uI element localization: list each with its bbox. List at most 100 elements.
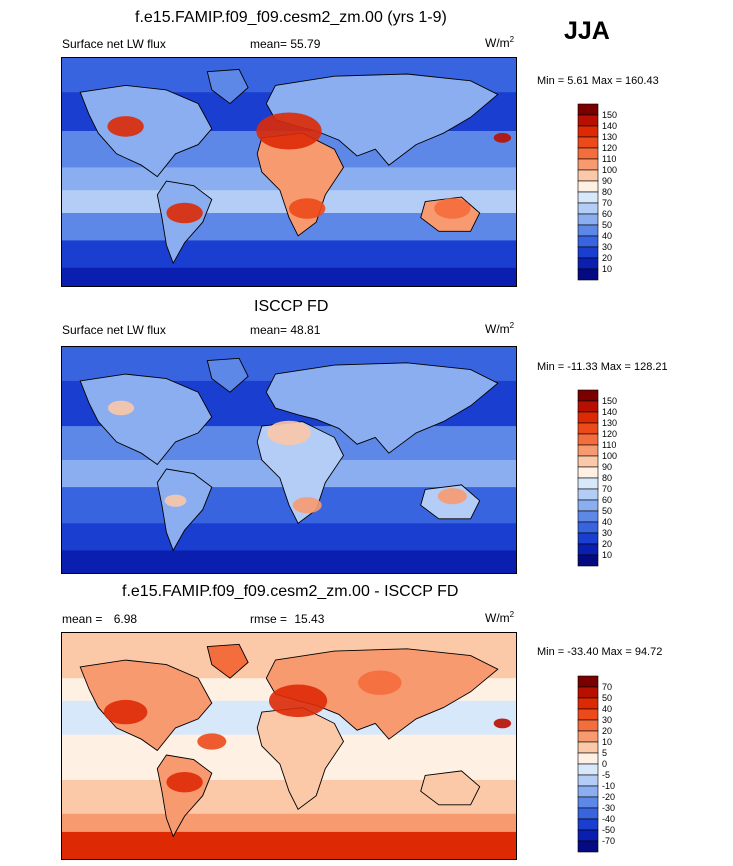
map-field-spot [166, 202, 203, 224]
colorbar-swatch [577, 235, 599, 248]
continent-outline [79, 84, 213, 178]
colorbar-swatch [577, 444, 599, 457]
colorbar-label: 0 [602, 759, 607, 769]
colorbar-label: 10 [602, 264, 612, 274]
colorbar-swatch [577, 796, 599, 809]
colorbar-swatch [577, 554, 599, 567]
colorbar-swatch [577, 466, 599, 479]
map-field-spot [197, 733, 227, 750]
colorbar-label: 100 [602, 165, 617, 175]
colorbar-swatch [577, 433, 599, 446]
colorbar-label: 5 [602, 748, 607, 758]
map-field-spot [107, 400, 135, 416]
map-field-spot [269, 684, 328, 718]
continent-outline [79, 373, 213, 466]
colorbar-label: 50 [602, 506, 612, 516]
panel3-mean-label: mean = [62, 612, 103, 626]
colorbar-swatch [577, 752, 599, 765]
map-field-spot [358, 670, 402, 695]
colorbar-swatch [577, 785, 599, 798]
panel2-units: W/m2 [485, 321, 515, 336]
continent-outline [420, 770, 481, 806]
colorbar-label: 90 [602, 176, 612, 186]
panel2-mean: mean= 48.81 [250, 323, 320, 337]
map-field-spot [164, 494, 187, 507]
panel1-mean-label: mean= [250, 37, 288, 51]
panel1-variable: Surface net LW flux [62, 37, 166, 51]
colorbar-swatch [577, 422, 599, 435]
map-field-spot [166, 772, 203, 793]
colorbar-label: 70 [602, 484, 612, 494]
panel1-mean: mean= 55.79 [250, 37, 320, 51]
panel2-mean-value: 48.81 [290, 323, 321, 337]
season-label: JJA [564, 17, 610, 45]
colorbar-label: 40 [602, 704, 612, 714]
colorbar-swatch [577, 686, 599, 699]
panel2-mean-label: mean= [250, 323, 288, 337]
colorbar-swatch [577, 114, 599, 127]
map-field-spot [292, 497, 322, 514]
panel3-mean: mean = 6.98 [62, 612, 137, 626]
colorbar-label: -50 [602, 825, 615, 835]
colorbar-label: 30 [602, 242, 612, 252]
continent-outline [206, 357, 249, 393]
colorbar-swatch [577, 125, 599, 138]
panel3-minmax: Min = -33.40 Max = 94.72 [537, 646, 663, 658]
colorbar-swatch [577, 697, 599, 710]
panel2-colorbar: 150 140 130 120 110 100 90 80 70 60 50 40 30 20 10 [577, 389, 637, 569]
colorbar-swatch [577, 213, 599, 226]
colorbar-swatch [577, 488, 599, 501]
colorbar-label: 20 [602, 253, 612, 263]
colorbar-swatch [577, 191, 599, 204]
panel3-rmse-value: 15.43 [294, 612, 325, 626]
colorbar-swatch [577, 499, 599, 512]
panel3-title: f.e15.FAMIP.f09_f09.cesm2_zm.00 - ISCCP … [122, 583, 459, 600]
colorbar-swatch [577, 741, 599, 754]
colorbar-label: 150 [602, 396, 617, 406]
continent-outline [206, 68, 249, 105]
colorbar-swatch [577, 708, 599, 721]
colorbar-label: 120 [602, 143, 617, 153]
colorbar-swatch [577, 268, 599, 281]
colorbar-swatch [577, 257, 599, 270]
map-field-band [62, 267, 516, 286]
colorbar-label: 140 [602, 121, 617, 131]
colorbar-label: 110 [602, 154, 616, 164]
colorbar-label: 50 [602, 220, 612, 230]
map-field-band [62, 550, 516, 573]
panel3-units: W/m2 [485, 610, 515, 625]
continent-outline [256, 707, 345, 810]
colorbar-label: 40 [602, 231, 612, 241]
colorbar-swatch [577, 829, 599, 842]
colorbar-label: 100 [602, 451, 617, 461]
panel1-units: W/m2 [485, 35, 515, 50]
colorbar-label: 90 [602, 462, 612, 472]
continent-outline [156, 754, 213, 838]
colorbar-label: 130 [602, 132, 617, 142]
panel1-minmax: Min = 5.61 Max = 160.43 [537, 75, 659, 87]
colorbar-swatch [577, 147, 599, 160]
panel2-minmax: Min = -11.33 Max = 128.21 [537, 361, 668, 373]
map-field-spot [437, 488, 467, 505]
colorbar-label: 70 [602, 198, 612, 208]
colorbar-label: -20 [602, 792, 615, 802]
colorbar-swatch [577, 532, 599, 545]
colorbar-swatch [577, 169, 599, 182]
colorbar-swatch [577, 136, 599, 149]
colorbar-swatch [577, 400, 599, 413]
colorbar-label: 130 [602, 418, 617, 428]
colorbar-swatch [577, 543, 599, 556]
colorbar-swatch [577, 763, 599, 776]
colorbar-label: -30 [602, 803, 615, 813]
colorbar-label: 110 [602, 440, 616, 450]
map-field-band [62, 813, 516, 833]
colorbar-label: 150 [602, 110, 617, 120]
colorbar-swatch [577, 521, 599, 534]
colorbar-label: 70 [602, 682, 612, 692]
map-field-spot [289, 198, 326, 219]
colorbar-swatch [577, 477, 599, 490]
colorbar-label: 10 [602, 737, 612, 747]
map-field-spot [256, 112, 322, 150]
panel3-mean-value: 6.98 [113, 612, 138, 626]
colorbar-label: 60 [602, 495, 612, 505]
